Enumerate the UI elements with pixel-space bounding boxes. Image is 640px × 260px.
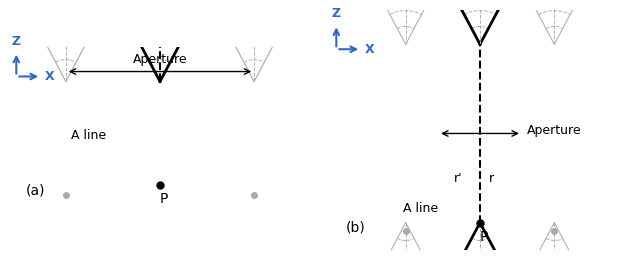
Text: r: r	[490, 172, 495, 185]
Text: A line: A line	[403, 202, 438, 215]
Text: X: X	[365, 43, 374, 56]
Text: P: P	[160, 192, 168, 206]
Text: Aperture: Aperture	[527, 124, 582, 137]
Text: Z: Z	[332, 8, 341, 21]
Text: Z: Z	[12, 35, 21, 48]
Text: r': r'	[454, 172, 463, 185]
Text: P: P	[480, 230, 488, 244]
Text: (a): (a)	[26, 183, 45, 197]
Text: (b): (b)	[346, 220, 366, 235]
Text: A line: A line	[71, 129, 106, 142]
Text: Aperture: Aperture	[132, 53, 188, 66]
Text: X: X	[45, 70, 54, 83]
